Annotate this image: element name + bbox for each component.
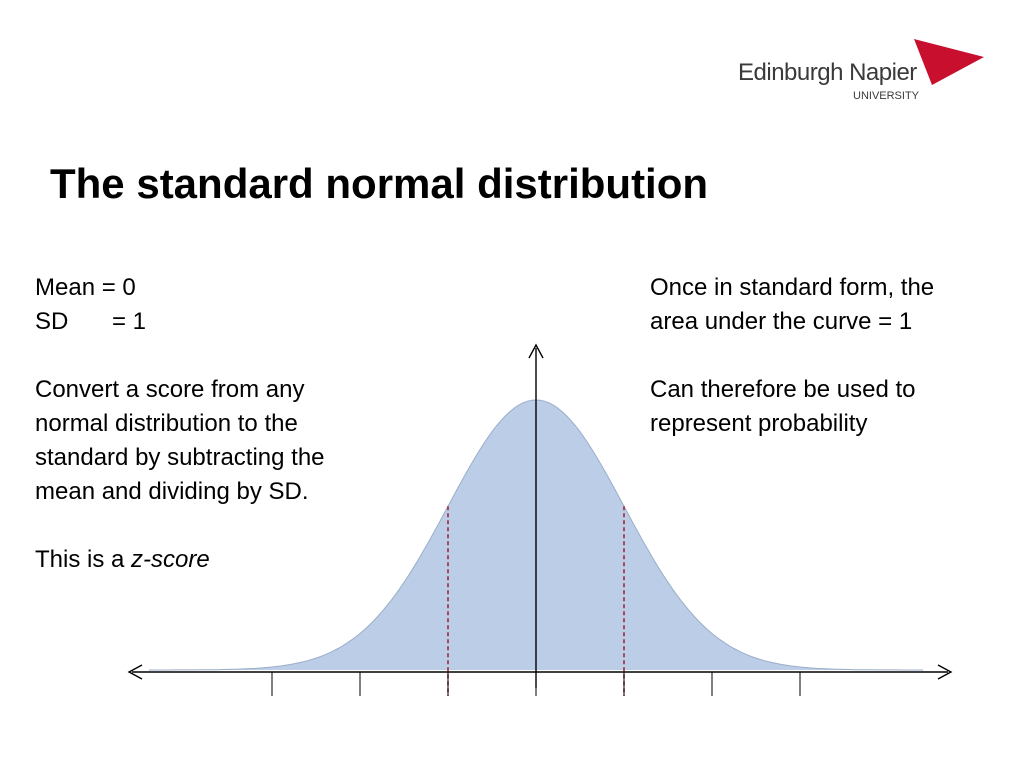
zscore-prefix: This is a — [35, 546, 132, 573]
y-axis-arrow-icon — [528, 343, 544, 359]
sd-line: SD = 1 — [35, 305, 325, 339]
convert-line-3: standard by subtracting the — [35, 444, 325, 471]
convert-line-1: Convert a score from any — [35, 376, 305, 403]
university-logo: Edinburgh Napier UNIVERSITY — [736, 38, 988, 108]
convert-line-2: normal distribution to the — [35, 410, 298, 437]
logo-subtitle: UNIVERSITY — [853, 90, 920, 102]
sd-value: = 1 — [112, 308, 147, 335]
probability-line-1: Can therefore be used to — [650, 376, 916, 403]
left-text-block: Mean = 0 SD = 1 Convert a score from any … — [35, 271, 325, 577]
probability-line-2: represent probability — [650, 410, 868, 437]
slide-title: The standard normal distribution — [50, 160, 709, 207]
axis-ticks — [271, 672, 801, 696]
y-axis — [528, 343, 544, 688]
logo-flag-icon — [914, 39, 984, 85]
right-text-block: Once in standard form, the area under th… — [650, 271, 934, 441]
sd-marker-lines — [447, 506, 625, 696]
x-axis-right-arrow-icon — [937, 664, 953, 680]
logo-name: Edinburgh Napier — [738, 59, 917, 86]
zscore-line: This is a z-score — [35, 543, 325, 577]
convert-line-4: mean and dividing by SD. — [35, 478, 309, 505]
x-axis-left-arrow-icon — [127, 664, 143, 680]
mean-line: Mean = 0 — [35, 274, 136, 301]
x-axis — [127, 664, 953, 680]
sd-label: SD — [35, 308, 69, 335]
area-line-2: area under the curve = 1 — [650, 308, 913, 335]
area-line-1: Once in standard form, the — [650, 274, 935, 301]
zscore-term: z-score — [131, 546, 210, 573]
